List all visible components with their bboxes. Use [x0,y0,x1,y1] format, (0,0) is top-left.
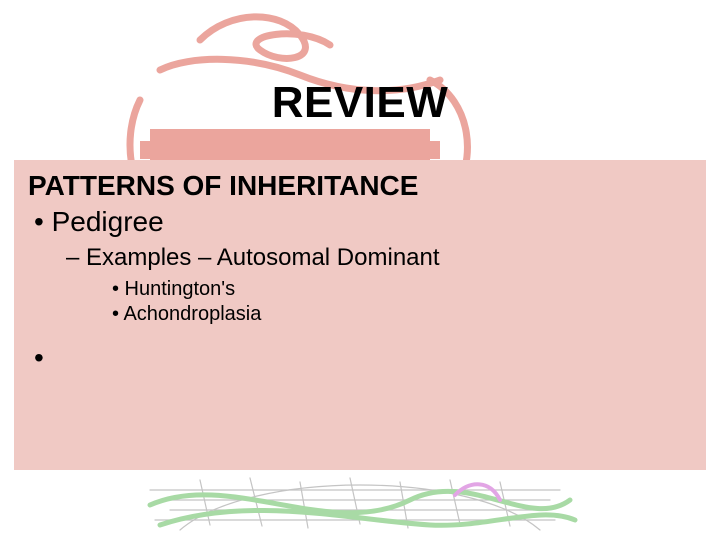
bullet-huntingtons: • Huntington's [112,278,692,301]
slide: REVIEW PATTERNS OF INHERITANCE • Pedigre… [0,0,720,540]
content-box: PATTERNS OF INHERITANCE • Pedigree – Exa… [14,160,706,470]
bullet-empty: • [34,342,692,374]
bullet-pedigree: • Pedigree [34,206,692,238]
slide-title: REVIEW [0,0,720,146]
bullet-achondroplasia: • Achondroplasia [112,303,692,326]
bullet-examples: – Examples – Autosomal Dominant [66,244,692,272]
section-heading: PATTERNS OF INHERITANCE [28,170,692,202]
